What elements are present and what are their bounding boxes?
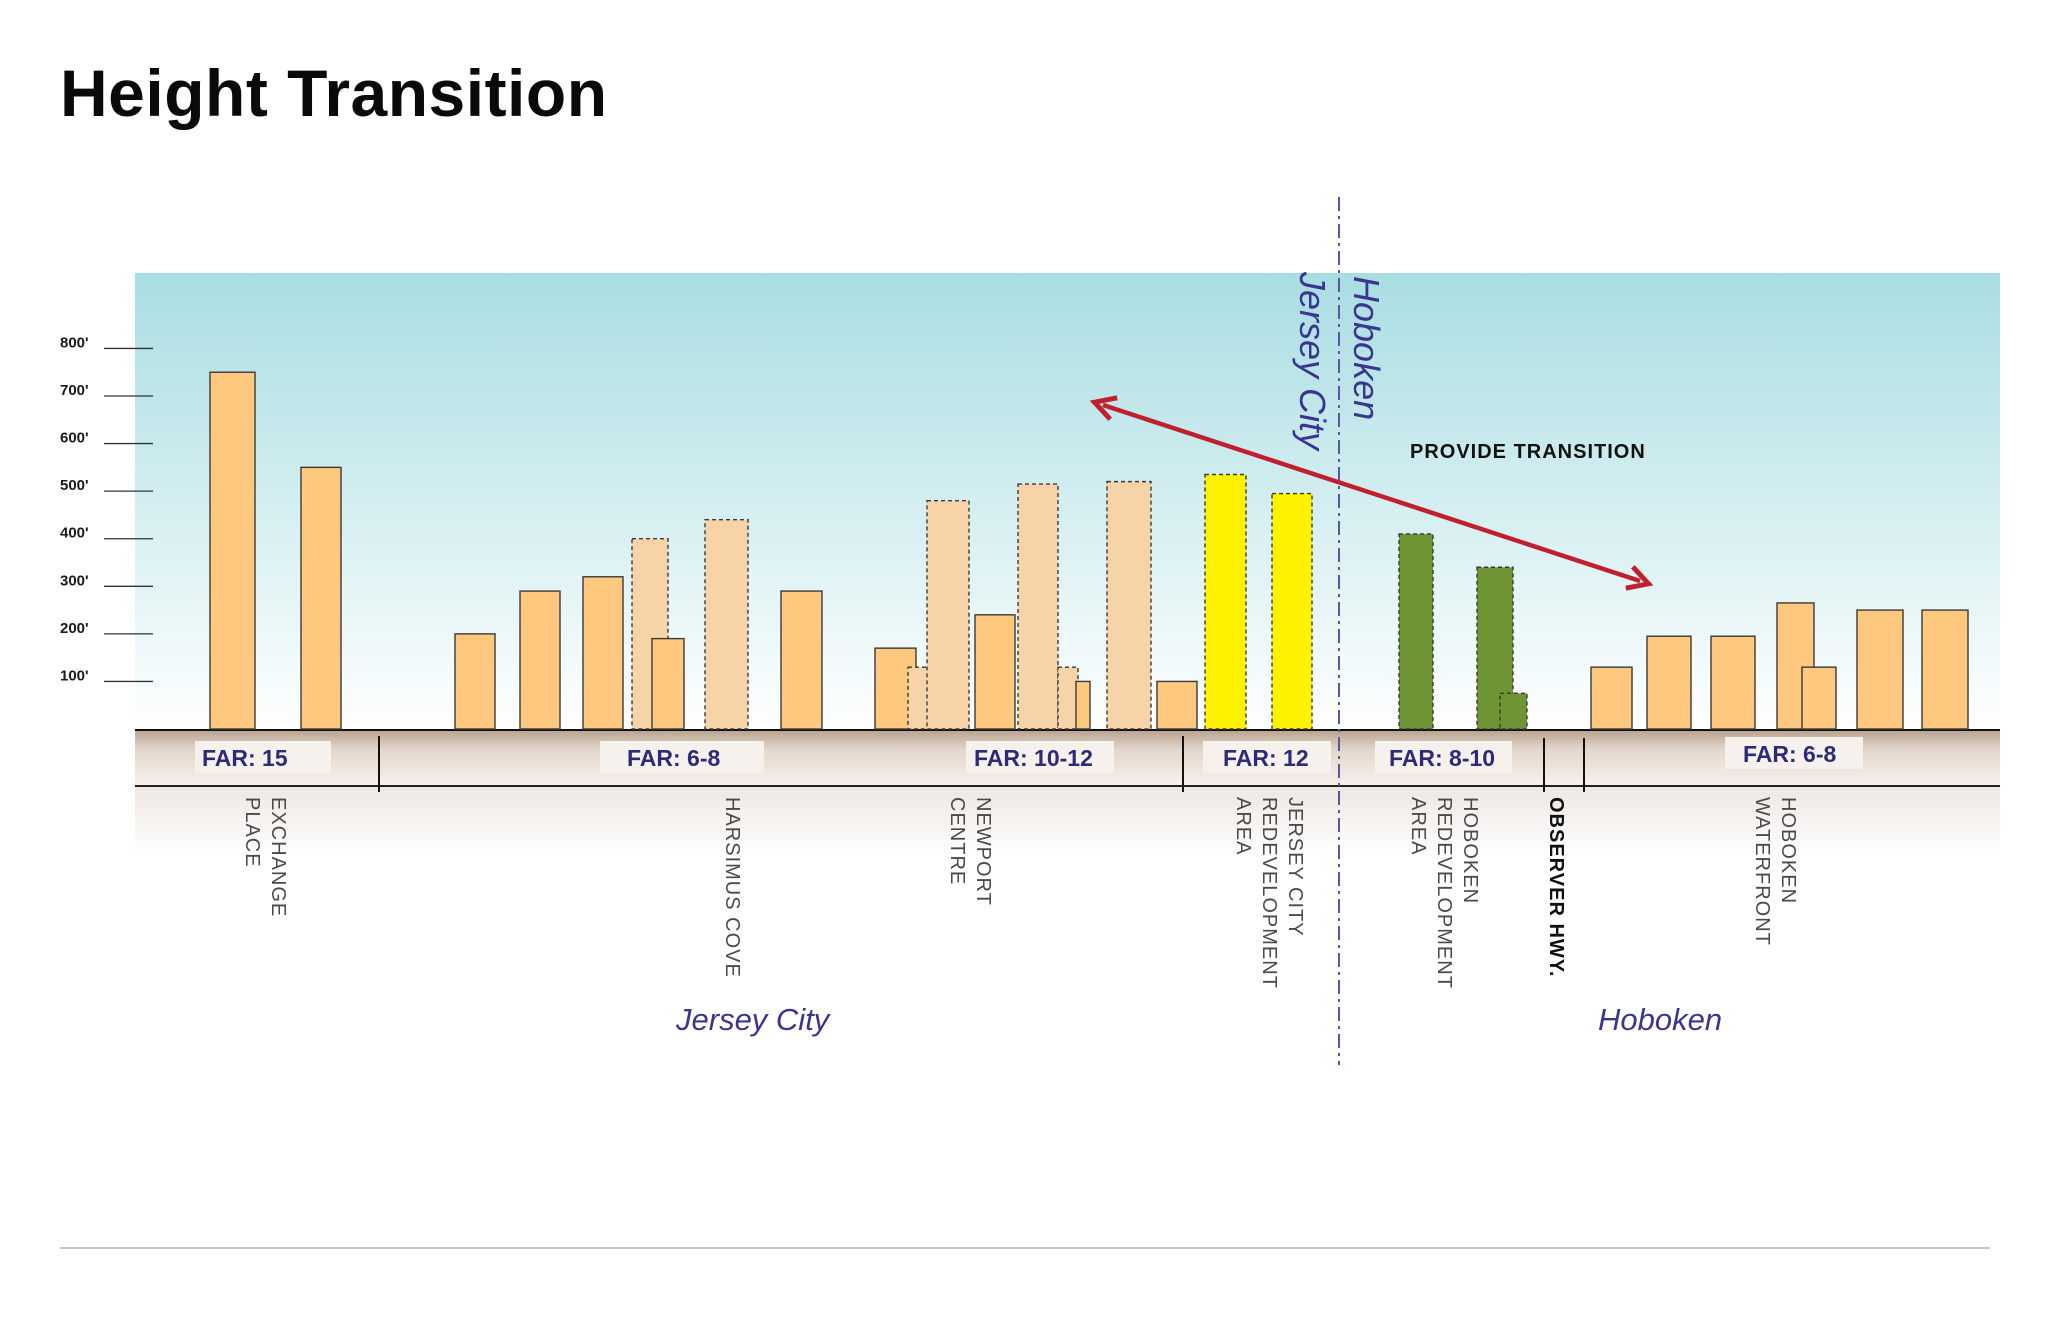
far-label: FAR: 10-12 bbox=[974, 745, 1093, 771]
building-bar-jc-redev bbox=[1271, 492, 1313, 730]
far-label: FAR: 6-8 bbox=[1743, 741, 1837, 767]
building-bar-existing bbox=[454, 633, 496, 730]
building-bars bbox=[209, 371, 1969, 730]
y-tick-label: 800' bbox=[60, 334, 89, 351]
building-bar-existing bbox=[1801, 666, 1837, 730]
far-box bbox=[1375, 741, 1512, 773]
area-label-line: OBSERVER HWY. bbox=[1545, 797, 1567, 977]
y-axis-ticks: 100' 200' 300' 400' 500' 600' 700' 800' bbox=[60, 334, 153, 684]
area-label-line: EXCHANGE bbox=[267, 797, 289, 917]
area-label-line: HOBOKEN bbox=[1459, 797, 1481, 904]
boundary-label-jersey-city: Jersey City bbox=[1292, 271, 1333, 452]
building-bar-existing bbox=[1921, 609, 1969, 730]
far-box bbox=[966, 741, 1114, 773]
far-box bbox=[1203, 741, 1331, 773]
area-label-line: HARSIMUS COVE bbox=[721, 797, 743, 978]
footer-divider bbox=[60, 1247, 1990, 1249]
y-tick-label: 300' bbox=[60, 572, 89, 589]
building-bar-proposed bbox=[926, 499, 970, 730]
building-bar-existing bbox=[1075, 680, 1091, 730]
building-bar-proposed bbox=[704, 518, 749, 730]
area-label-line: JERSEY CITY bbox=[1284, 797, 1306, 937]
building-bar-existing bbox=[1156, 680, 1198, 730]
area-label-line: NEWPORT bbox=[972, 797, 994, 906]
far-label: FAR: 8-10 bbox=[1389, 745, 1495, 771]
y-tick-label: 500' bbox=[60, 477, 89, 494]
city-label-jersey-city: Jersey City bbox=[675, 1002, 832, 1037]
building-bar-existing bbox=[974, 614, 1016, 730]
y-tick-label: 600' bbox=[60, 430, 89, 447]
y-tick-label: 100' bbox=[60, 667, 89, 684]
area-label-line: AREA bbox=[1232, 797, 1254, 855]
building-bar-existing bbox=[1856, 609, 1904, 730]
far-label: FAR: 6-8 bbox=[627, 745, 721, 771]
city-label-hoboken: Hoboken bbox=[1598, 1002, 1722, 1037]
area-label-line: CENTRE bbox=[946, 797, 968, 885]
building-bar-proposed bbox=[1106, 480, 1152, 730]
building-bar-existing bbox=[1590, 666, 1633, 730]
district-dividers bbox=[378, 736, 1585, 792]
ground-fade bbox=[135, 786, 2000, 856]
building-bar-hob-redev bbox=[1398, 533, 1434, 730]
building-bar-jc-redev bbox=[1204, 473, 1247, 730]
y-tick-label: 200' bbox=[60, 620, 89, 637]
building-bar-existing bbox=[1710, 635, 1756, 730]
transition-annotation: PROVIDE TRANSITION bbox=[1410, 441, 1646, 463]
building-bar-existing bbox=[300, 466, 342, 730]
building-bar-hob-redev bbox=[1499, 692, 1528, 730]
building-bar-existing bbox=[651, 637, 685, 730]
area-label-line: PLACE bbox=[241, 797, 263, 868]
area-label-line: REDEVELOPMENT bbox=[1433, 797, 1455, 989]
building-bar-proposed bbox=[1057, 666, 1079, 730]
page-title: Height Transition bbox=[60, 56, 608, 130]
building-bar-existing bbox=[209, 371, 256, 730]
far-label: FAR: 15 bbox=[202, 745, 288, 771]
y-tick-label: 700' bbox=[60, 382, 89, 399]
far-box bbox=[600, 741, 764, 773]
building-bar-existing bbox=[519, 590, 561, 730]
area-label-line: WATERFRONT bbox=[1751, 797, 1773, 946]
boundary-label-hoboken: Hoboken bbox=[1346, 276, 1387, 420]
area-label-line: REDEVELOPMENT bbox=[1258, 797, 1280, 989]
y-tick-label: 400' bbox=[60, 525, 89, 542]
building-bar-existing bbox=[1646, 635, 1692, 730]
building-bar-existing bbox=[780, 590, 823, 730]
area-label-line: HOBOKEN bbox=[1777, 797, 1799, 904]
far-labels: FAR: 15 FAR: 6-8 FAR: 10-12 FAR: 12 FAR:… bbox=[195, 737, 1863, 773]
transition-arrow bbox=[1103, 405, 1640, 581]
area-label-line: AREA bbox=[1407, 797, 1429, 855]
building-bar-existing bbox=[582, 576, 624, 730]
building-bar-proposed bbox=[1017, 483, 1059, 730]
far-box bbox=[195, 741, 331, 773]
far-box bbox=[1725, 737, 1863, 769]
far-label: FAR: 12 bbox=[1223, 745, 1309, 771]
